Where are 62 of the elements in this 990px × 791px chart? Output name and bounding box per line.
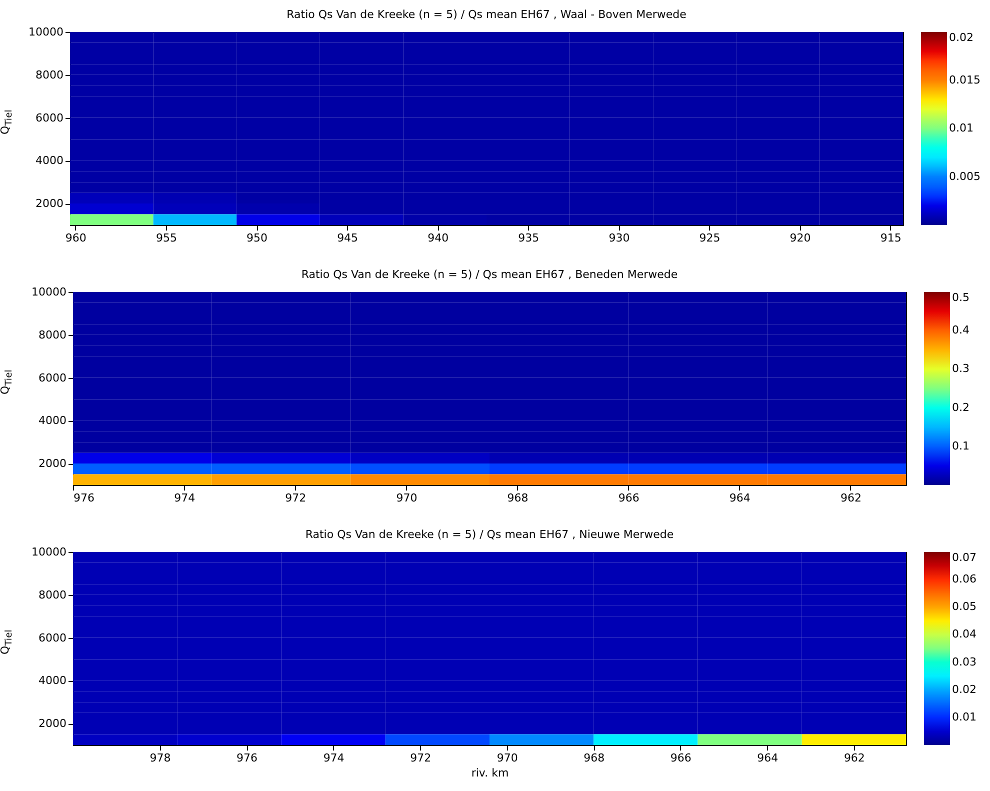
x-tick-label: 945 <box>337 232 358 244</box>
x-tick-label: 964 <box>729 492 750 504</box>
color-bar-label: 0.01 <box>952 710 976 724</box>
color-bar-label: 0.02 <box>949 31 974 44</box>
color-bar-label: 0.03 <box>952 655 976 668</box>
x-tick-label: 976 <box>74 492 94 504</box>
color-bar-label: 0.02 <box>952 682 976 696</box>
y-tick-label: 2000 <box>38 457 66 470</box>
color-bar-label: 0.04 <box>952 628 976 641</box>
color-bar-label: 0.07 <box>952 551 976 564</box>
x-tick-label: 978 <box>150 752 171 764</box>
chart-title: Ratio Qs Van de Kreeke (n = 5) / Qs mean EH67 , Waal - Boven Merwede <box>286 8 687 21</box>
x-tick-label: 950 <box>246 232 268 244</box>
chart-title: Ratio Qs Van de Kreeke (n = 5) / Qs mean EH67 , Nieuwe Merwede <box>305 528 674 541</box>
y-tick-label: 2000 <box>36 197 64 210</box>
x-tick-label: 962 <box>840 492 862 504</box>
color-bar-label: 0.3 <box>952 362 970 376</box>
x-tick-label: 955 <box>156 232 177 244</box>
x-tick-label: 920 <box>790 232 811 244</box>
color-bar-label: 0.005 <box>949 170 980 183</box>
y-tick-label: 4000 <box>36 154 64 168</box>
color-bar-label: 0.2 <box>952 400 970 414</box>
y-tick-label: 2000 <box>38 717 66 730</box>
x-tick-label: 962 <box>844 752 865 764</box>
y-tick-label: 4000 <box>38 414 66 428</box>
color-bar-label: 0.06 <box>952 572 976 586</box>
y-tick-label: 8000 <box>38 328 66 342</box>
y-tick-label: 8000 <box>38 588 66 602</box>
y-tick-label: 10000 <box>32 546 66 558</box>
y-tick-label: 6000 <box>38 631 66 644</box>
x-axis-title: riv. km <box>471 766 509 780</box>
color-bar-label: 0.4 <box>952 324 970 337</box>
x-tick-label: 968 <box>584 752 605 764</box>
x-tick-label: 970 <box>496 752 518 764</box>
x-tick-label: 935 <box>518 232 540 244</box>
y-tick-label: 6000 <box>36 111 64 124</box>
x-tick-label: 972 <box>285 492 306 504</box>
color-bar-label: 0.05 <box>952 600 976 614</box>
color-bar-label: 0.015 <box>949 73 980 86</box>
x-tick-label: 974 <box>323 752 344 764</box>
x-tick-label: 966 <box>618 492 640 504</box>
x-tick-label: 964 <box>757 752 778 764</box>
x-tick-label: 968 <box>507 492 528 504</box>
x-tick-label: 925 <box>699 232 720 244</box>
x-tick-label: 930 <box>608 232 630 244</box>
chart-title: Ratio Qs Van de Kreeke (n = 5) / Qs mean EH67 , Beneden Merwede <box>301 268 678 281</box>
color-bar-label: 0.5 <box>952 291 970 304</box>
y-tick-label: 6000 <box>38 371 66 384</box>
x-tick-label: 915 <box>880 232 902 244</box>
color-bar-label: 0.01 <box>949 122 974 134</box>
y-tick-label: 10000 <box>28 26 64 38</box>
x-tick-label: 972 <box>410 752 432 764</box>
y-tick-label: 10000 <box>32 286 66 298</box>
x-tick-label: 976 <box>236 752 258 764</box>
x-tick-label: 966 <box>670 752 692 764</box>
x-tick-label: 970 <box>396 492 418 504</box>
x-tick-label: 974 <box>174 492 196 504</box>
x-tick-label: 960 <box>65 232 86 244</box>
y-tick-label: 4000 <box>38 674 66 688</box>
y-tick-label: 8000 <box>36 68 64 82</box>
x-tick-label: 940 <box>428 232 449 244</box>
color-bar-label: 0.1 <box>952 439 970 452</box>
